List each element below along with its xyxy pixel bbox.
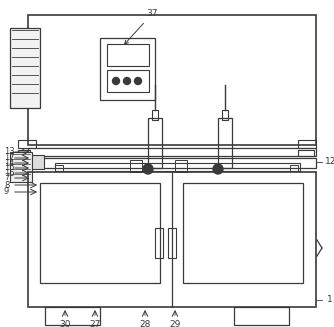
Bar — [222, 110, 228, 120]
Bar — [28, 15, 316, 145]
Bar — [100, 38, 155, 100]
Bar — [148, 118, 162, 168]
Bar — [130, 160, 142, 172]
Circle shape — [143, 164, 153, 174]
Bar — [10, 28, 40, 108]
Circle shape — [113, 77, 120, 84]
Bar — [168, 228, 176, 258]
Text: 7: 7 — [4, 174, 9, 182]
Bar — [45, 307, 100, 325]
Text: 30: 30 — [59, 320, 71, 327]
Text: 16: 16 — [4, 168, 15, 178]
Bar — [10, 152, 32, 182]
Bar — [55, 165, 63, 171]
Bar — [40, 183, 160, 283]
Bar — [107, 70, 149, 92]
Circle shape — [135, 77, 142, 84]
Bar — [298, 140, 316, 148]
Bar — [298, 150, 314, 156]
Text: 1: 1 — [327, 296, 333, 304]
Text: 27: 27 — [89, 320, 101, 327]
Text: 8: 8 — [4, 181, 9, 190]
Bar — [28, 158, 316, 168]
Text: 12: 12 — [325, 158, 334, 166]
Circle shape — [124, 77, 131, 84]
Bar — [18, 140, 36, 148]
Bar — [290, 165, 298, 171]
Text: 15: 15 — [4, 164, 14, 173]
Bar — [155, 228, 163, 258]
Circle shape — [213, 164, 223, 174]
Text: 28: 28 — [139, 320, 151, 327]
Bar — [234, 307, 289, 325]
Text: 37: 37 — [125, 9, 158, 44]
Bar — [55, 163, 300, 171]
Bar — [218, 118, 232, 168]
Bar — [107, 44, 149, 66]
Bar — [32, 155, 44, 169]
Bar — [28, 172, 316, 307]
Bar — [183, 183, 303, 283]
Text: 13: 13 — [4, 147, 15, 157]
Text: 9: 9 — [4, 187, 9, 197]
Bar — [28, 148, 316, 156]
Bar — [18, 150, 30, 156]
Text: 17: 17 — [4, 153, 15, 163]
Text: 14: 14 — [4, 159, 14, 167]
Bar — [175, 160, 187, 172]
Bar — [152, 110, 158, 120]
Text: 29: 29 — [169, 320, 181, 327]
